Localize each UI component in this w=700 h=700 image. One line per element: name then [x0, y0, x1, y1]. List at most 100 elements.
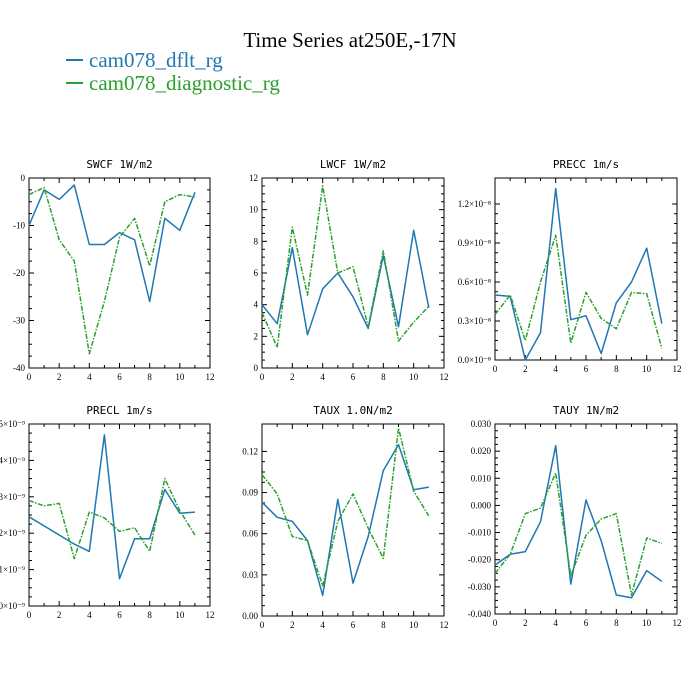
y-tick-label: -0.040 — [468, 609, 492, 619]
y-tick-label: 0.000 — [471, 500, 492, 510]
y-tick-label: 10 — [249, 205, 259, 215]
legend-entry-dflt: cam078_dflt_rg — [66, 48, 223, 73]
x-tick-label: 2 — [523, 364, 528, 374]
x-tick-label: 10 — [175, 610, 185, 620]
x-tick-label: 10 — [642, 618, 652, 628]
x-tick-label: 6 — [351, 372, 356, 382]
y-tick-label: 1×10⁻⁹ — [0, 565, 25, 575]
legend-line-swatch — [66, 82, 83, 85]
y-tick-label: 0.0×10⁻⁸ — [458, 355, 491, 365]
y-tick-label: -10 — [13, 221, 25, 231]
x-tick-label: 4 — [553, 618, 558, 628]
x-tick-label: 12 — [673, 364, 682, 374]
x-tick-label: 2 — [290, 620, 295, 630]
panel-taux: TAUX 1.0N/m2 0 2 4 6 8 10 12 0.00 0.03 0.06 0.09 0.1… — [242, 404, 448, 630]
x-tick-label: 10 — [175, 372, 185, 382]
y-tick-label: 5×10⁻⁹ — [0, 419, 25, 429]
x-tick-label: 8 — [147, 372, 152, 382]
x-tick-label: 12 — [206, 610, 215, 620]
y-tick-label: 0.03 — [242, 570, 258, 580]
x-tick-label: 8 — [381, 620, 386, 630]
y-tick-label: 0 — [254, 363, 259, 373]
plot-frame — [28, 177, 211, 369]
x-tick-label: 6 — [117, 372, 122, 382]
y-tick-label: 8 — [254, 236, 259, 246]
y-tick-label: -20 — [13, 268, 25, 278]
y-tick-label: 0.010 — [471, 473, 492, 483]
x-tick-label: 4 — [553, 364, 558, 374]
chart-title: SWCF 1W/m2 — [86, 158, 152, 171]
y-tick-label: 0.06 — [242, 529, 258, 539]
y-tick-label: 12 — [249, 173, 258, 183]
series-line-dflt — [261, 229, 430, 336]
chart-title: TAUX 1.0N/m2 — [313, 404, 392, 417]
x-tick-label: 8 — [614, 364, 619, 374]
figure-title: Time Series at250E,-17N — [243, 28, 457, 52]
y-tick-label: -0.020 — [468, 555, 492, 565]
chart-title: PRECC 1m/s — [553, 158, 619, 171]
x-tick-label: 12 — [440, 620, 449, 630]
series-line-diagnostic — [261, 185, 430, 349]
x-tick-label: 6 — [351, 620, 356, 630]
series-line-diagnostic — [494, 234, 663, 349]
x-tick-label: 10 — [642, 364, 652, 374]
chart-title: LWCF 1W/m2 — [320, 158, 386, 171]
y-tick-label: -0.010 — [468, 528, 492, 538]
series-line-diagnostic — [28, 477, 196, 560]
y-tick-label: 0.9×10⁻⁸ — [458, 238, 491, 248]
y-tick-label: 0.00 — [242, 611, 258, 621]
x-tick-label: 12 — [206, 372, 215, 382]
x-tick-label: 4 — [87, 610, 92, 620]
series-line-dflt — [261, 443, 429, 597]
x-tick-label: 10 — [409, 620, 419, 630]
series-line-dflt — [28, 184, 196, 303]
legend-entry-diagnostic: cam078_diagnostic_rg — [66, 71, 280, 96]
x-tick-label: 0 — [493, 364, 498, 374]
series-line-diagnostic — [28, 186, 196, 355]
x-tick-label: 2 — [57, 372, 62, 382]
y-tick-label: 0.020 — [471, 446, 492, 456]
y-tick-label: 4×10⁻⁹ — [0, 455, 25, 465]
series-line-dflt — [28, 434, 195, 580]
chart-title: TAUY 1N/m2 — [553, 404, 619, 417]
y-tick-label: 0 — [21, 173, 26, 183]
panel-lwcf: LWCF 1W/m2 0 2 4 6 8 10 12 0 2 4 6 8 10 12 — [249, 158, 449, 382]
y-tick-label: 2×10⁻⁹ — [0, 528, 25, 538]
y-tick-label: 0.3×10⁻⁸ — [458, 316, 491, 326]
x-tick-label: 6 — [584, 618, 589, 628]
series-line-dflt — [494, 444, 663, 599]
y-tick-label: -40 — [13, 363, 25, 373]
x-tick-label: 0 — [260, 620, 265, 630]
x-tick-label: 8 — [381, 372, 386, 382]
x-tick-label: 0 — [493, 618, 498, 628]
y-tick-label: 0.6×10⁻⁸ — [458, 277, 491, 287]
x-tick-label: 2 — [290, 372, 295, 382]
x-tick-label: 8 — [614, 618, 619, 628]
x-tick-label: 10 — [409, 372, 419, 382]
panel-precl: PRECL 1m/s 0 2 4 6 8 10 12 0×10⁻⁹ 1×10⁻⁹ 2×10⁻⁹ 3×1… — [0, 404, 215, 620]
y-tick-label: -30 — [13, 316, 25, 326]
x-tick-label: 6 — [584, 364, 589, 374]
chart-title: PRECL 1m/s — [86, 404, 152, 417]
y-tick-label: 0.09 — [242, 488, 258, 498]
y-tick-label: 2 — [254, 331, 259, 341]
y-tick-label: 3×10⁻⁹ — [0, 492, 25, 502]
legend-label: cam078_diagnostic_rg — [89, 71, 280, 95]
x-tick-label: 8 — [147, 610, 152, 620]
y-tick-label: 0×10⁻⁹ — [0, 601, 25, 611]
x-tick-label: 0 — [260, 372, 265, 382]
x-tick-label: 2 — [523, 618, 528, 628]
y-tick-label: 0.030 — [471, 419, 492, 429]
series-line-diagnostic — [261, 427, 430, 587]
x-tick-label: 4 — [320, 620, 325, 630]
panel-precc: PRECC 1m/s 0 2 4 6 8 10 12 0.0×10⁻⁸ 0.3×10⁻⁸ 0.6×1… — [458, 158, 682, 374]
y-tick-label: 0.12 — [242, 446, 258, 456]
panel-swcf: SWCF 1W/m2 0 2 4 6 8 10 12 -40 -30 -20 -10 0 — [13, 158, 215, 382]
x-tick-label: 6 — [117, 610, 122, 620]
series-line-diagnostic — [494, 472, 663, 596]
plot-frame — [494, 423, 678, 615]
legend-line-swatch — [66, 59, 83, 62]
x-tick-label: 12 — [440, 372, 449, 382]
plot-frame — [261, 177, 445, 369]
